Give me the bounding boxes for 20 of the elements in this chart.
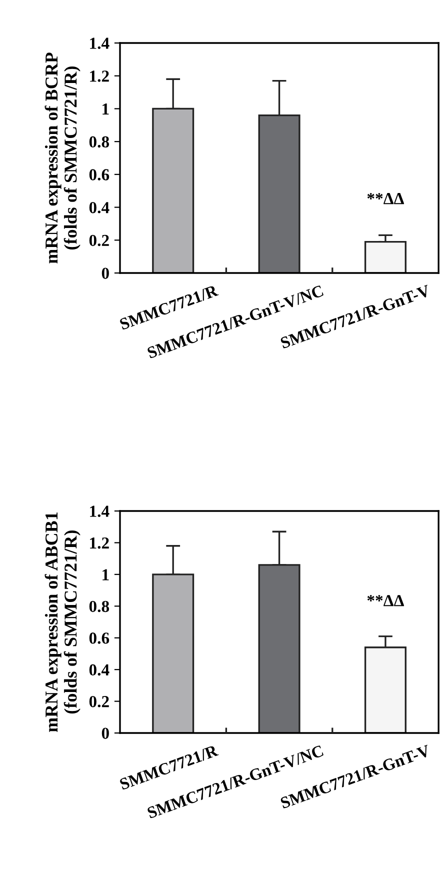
y-tick-label: 0.8 bbox=[89, 136, 110, 148]
y-axis-title: mRNA expression of ABCB1 (folds of SMMC7721/R) bbox=[44, 512, 80, 732]
y-tick-label: 0 bbox=[102, 728, 109, 739]
y-tick-label: 1.2 bbox=[90, 70, 109, 82]
y-axis-title: mRNA expression of BCRP (folds of SMMC7721/R) bbox=[44, 52, 80, 264]
annotation: **ΔΔ bbox=[367, 193, 404, 204]
y-tick-label: 1.2 bbox=[90, 537, 109, 549]
y-tick-label: 0.6 bbox=[89, 169, 110, 180]
annotation: **ΔΔ bbox=[367, 595, 404, 606]
y-tick-label: 0.4 bbox=[89, 664, 110, 676]
y-tick-label: 0.2 bbox=[89, 696, 109, 708]
y-tick-label: 1 bbox=[102, 103, 109, 114]
y-tick-label: 0.4 bbox=[89, 202, 110, 214]
y-tick-label: 1 bbox=[102, 569, 109, 580]
y-tick-label: 0.8 bbox=[89, 600, 110, 612]
y-tick-label: 0 bbox=[102, 268, 109, 279]
y-tick-label: 1.4 bbox=[90, 38, 110, 50]
y-tick-label: 1.4 bbox=[90, 506, 110, 518]
y-tick-label: 0.2 bbox=[89, 234, 109, 246]
y-tick-label: 0.6 bbox=[89, 632, 110, 644]
